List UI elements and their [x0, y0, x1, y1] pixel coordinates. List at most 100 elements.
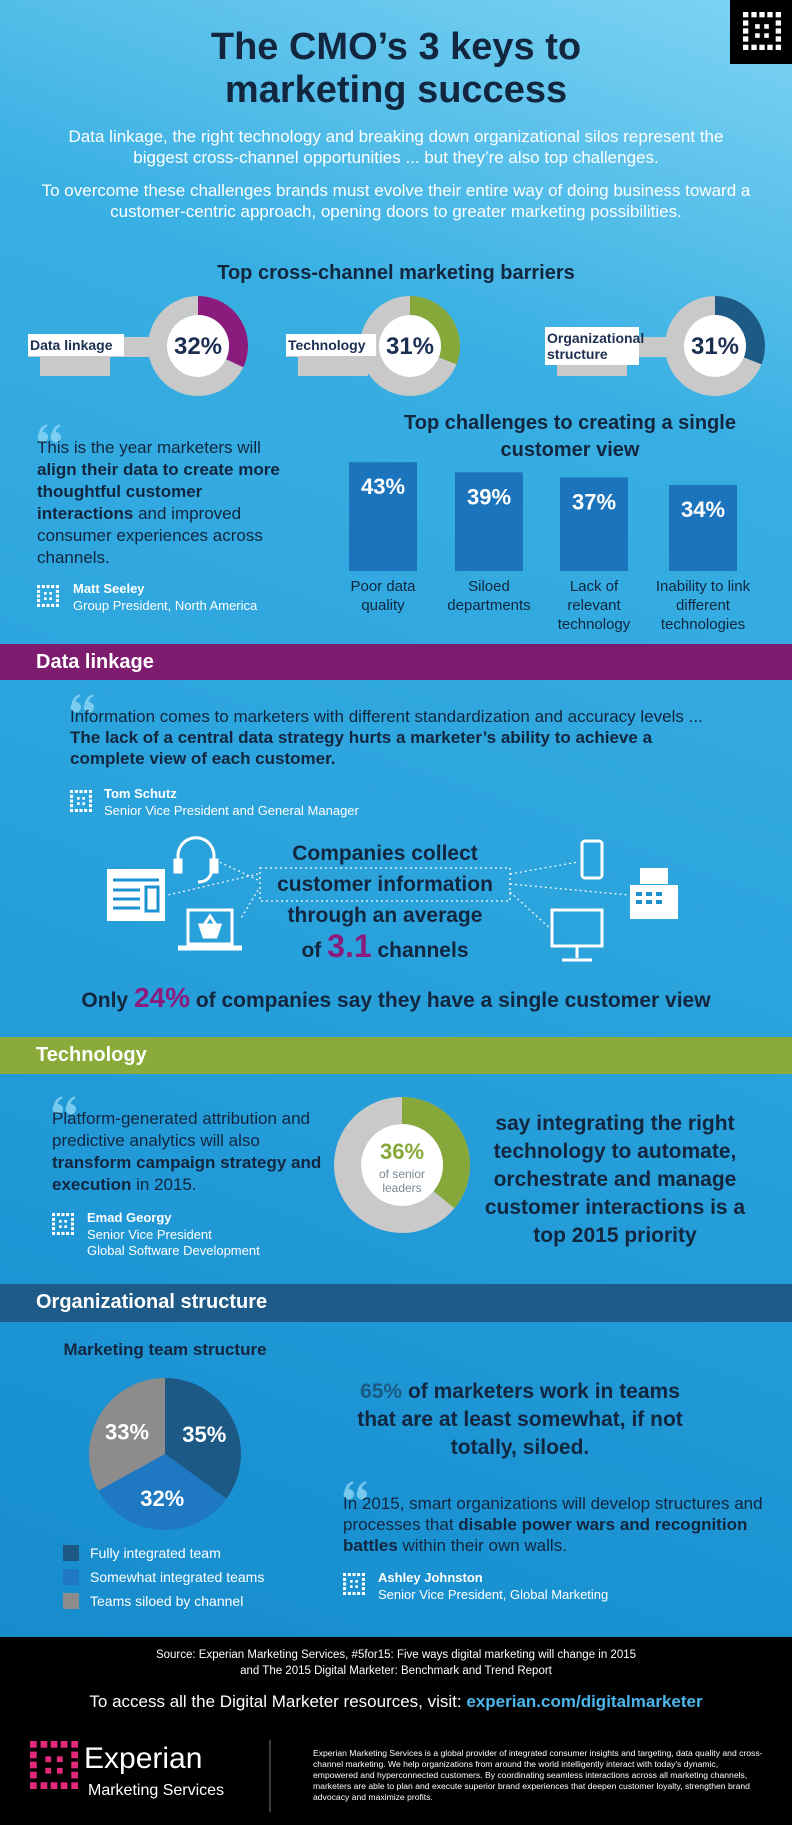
donut-value-label: 36%	[380, 1139, 424, 1164]
quote: This is the year marketers will align th…	[37, 437, 297, 569]
channels-line: through an average	[287, 904, 483, 927]
quote-text: Platform-generated attribution and predi…	[52, 1109, 310, 1150]
bar	[669, 484, 737, 571]
section-heading: Data linkage	[36, 651, 154, 673]
quote-text: within their own walls.	[397, 1536, 567, 1555]
quote: Information comes to marketers with diff…	[70, 706, 710, 769]
section-band: Organizational structure	[0, 1284, 792, 1322]
brand: Experian	[84, 1742, 203, 1775]
donut-arc	[198, 296, 248, 368]
stat-number: 24%	[133, 982, 190, 1013]
donut-value-label: 31%	[386, 333, 434, 360]
quote-emphasis: The lack of a central data strategy hurt…	[70, 728, 653, 768]
quote-role: Group President, North America	[73, 598, 258, 613]
quote-role: Senior Vice President and General Manage…	[104, 803, 359, 818]
channels-line: of 3.1 channels	[235, 928, 535, 966]
source-line: Source: Experian Marketing Services, #5f…	[155, 1649, 637, 1661]
donut-hole	[379, 315, 441, 377]
bar-category: Siloed departments	[447, 578, 531, 614]
pie-value-label: 32%	[140, 1486, 184, 1511]
title: The CMO’s 3 keys to marketing success	[96, 26, 696, 112]
pie-slice	[165, 1378, 242, 1499]
source-line: and The 2015 Digital Marketer: Benchmark…	[240, 1665, 552, 1677]
quote-role: Global Software Development	[87, 1243, 260, 1258]
section-band: Data linkage	[0, 644, 792, 680]
donut-category: of senior leaders	[378, 1167, 426, 1195]
bar-value-label: 37%	[572, 489, 616, 514]
donut-value-label: 31%	[691, 333, 739, 360]
quote-emphasis: align their data to create more thoughtf…	[37, 460, 280, 523]
access-text: To access all the Digital Marketer resou…	[89, 1692, 462, 1711]
channels-text: Companies collect customer information t…	[235, 838, 535, 966]
bar-category: Lack of relevant technology	[557, 578, 631, 633]
quote-emphasis: transform campaign strategy and executio…	[52, 1153, 322, 1194]
legend-swatch	[63, 1569, 79, 1585]
bar-category: Inability to link different technologies	[655, 578, 751, 633]
quote-emphasis: disable power wars and recognition battl…	[343, 1515, 748, 1555]
legend-swatch	[63, 1545, 79, 1561]
legend-label: Teams siloed by channel	[90, 1593, 244, 1609]
bar	[560, 477, 628, 571]
chart-title: Top cross-channel marketing barriers	[217, 262, 575, 284]
chart-title: Top challenges to creating a single cust…	[404, 412, 736, 461]
title-line: marketing success	[224, 69, 568, 111]
quote-role: Senior Vice President	[87, 1227, 212, 1242]
legend-label: Fully integrated team	[90, 1545, 221, 1561]
access: To access all the Digital Marketer resou…	[20, 1692, 772, 1712]
intro: To overcome these challenges brands must…	[41, 181, 751, 221]
quote-text: in 2015.	[131, 1175, 197, 1194]
bar-category: Poor data quality	[350, 578, 416, 614]
stat: Only 24% of companies say they have a si…	[20, 982, 772, 1014]
channel-connectors	[167, 859, 629, 931]
pie-slice	[98, 1454, 227, 1531]
legend-swatch	[63, 1593, 79, 1609]
channel-box	[259, 867, 511, 902]
quote-text: Information comes to marketers with diff…	[70, 707, 703, 726]
stat: 65% of marketers work in teams that are …	[340, 1378, 700, 1462]
quote-text: In 2015, smart organizations will develo…	[343, 1494, 763, 1534]
channels-line: customer information	[277, 873, 493, 896]
donut-hole	[167, 315, 229, 377]
stat-text: of companies say they have a single cust…	[195, 989, 711, 1012]
channels-word: channels	[377, 939, 469, 962]
section-band: Technology	[0, 1037, 792, 1074]
access-link[interactable]: experian.com/digitalmarketer	[466, 1692, 703, 1711]
intro: Data linkage, the right technology and b…	[68, 127, 724, 167]
bar-value-label: 39%	[467, 484, 511, 509]
donut-arc	[715, 296, 765, 365]
chart-title: Marketing team structure	[63, 1340, 267, 1359]
channels-number: 3.1	[327, 928, 372, 964]
pie-slice	[88, 1378, 165, 1491]
bar	[455, 472, 523, 571]
quote-name: Ashley Johnston	[378, 1570, 483, 1585]
stat-text: Only	[81, 989, 129, 1012]
quote-text: This is the year marketers will	[37, 438, 261, 457]
donut-hole	[361, 1124, 443, 1206]
footer-bg	[0, 1637, 792, 1825]
section-heading: Organizational structure	[36, 1291, 268, 1313]
donut-category: Organizational structure	[545, 327, 644, 365]
about: Experian Marketing Services is a global …	[313, 1748, 763, 1802]
pie-value-label: 35%	[182, 1422, 226, 1447]
quote: In 2015, smart organizations will develo…	[343, 1493, 773, 1556]
quote-text: and improved consumer experiences across…	[37, 504, 263, 567]
donut-hole	[684, 315, 746, 377]
quote: Platform-generated attribution and predi…	[52, 1108, 322, 1196]
pie-value-label: 33%	[105, 1420, 149, 1445]
source: Source: Experian Marketing Services, #5f…	[46, 1647, 746, 1679]
bar-value-label: 43%	[361, 474, 405, 499]
channels-line: Companies collect	[292, 842, 478, 865]
brand-sub: Marketing Services	[88, 1782, 225, 1799]
section-heading: Technology	[36, 1044, 147, 1066]
stat-number: 65%	[360, 1380, 403, 1403]
channel-icons	[107, 836, 678, 962]
title-line: The CMO’s 3 keys to	[210, 26, 582, 68]
quote-name: Tom Schutz	[104, 786, 177, 801]
donut-arc	[402, 1097, 470, 1209]
bar-value-label: 34%	[681, 497, 725, 522]
legend-label: Somewhat integrated teams	[90, 1569, 265, 1585]
channels-word: of	[301, 939, 322, 962]
donut-caption: say integrating the right technology to …	[484, 1112, 746, 1247]
